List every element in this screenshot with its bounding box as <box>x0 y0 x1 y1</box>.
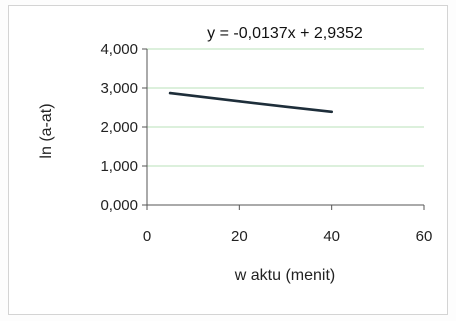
chart-container: y = -0,0137x + 2,9352 0,000 1,000 2,000 3,0… <box>8 5 448 315</box>
data-point <box>238 100 241 103</box>
x-tick-label: 40 <box>323 228 340 245</box>
data-point <box>330 110 333 113</box>
y-axis-title: ln (a-at) <box>38 103 55 158</box>
y-tick-label: 1,000 <box>100 158 138 175</box>
y-tick-label: 3,000 <box>100 80 138 97</box>
regression-equation: y = -0,0137x + 2,9352 <box>207 25 363 42</box>
data-point <box>191 94 195 98</box>
x-tick-label: 60 <box>416 228 433 245</box>
x-tick-label: 0 <box>143 228 151 245</box>
x-tick-label: 20 <box>231 228 248 245</box>
y-tick-label: 0,000 <box>100 197 138 214</box>
y-tick-label: 4,000 <box>100 41 138 58</box>
line-chart: y = -0,0137x + 2,9352 0,000 1,000 2,000 3,0… <box>38 25 433 284</box>
data-point <box>284 105 287 108</box>
x-axis-title: w aktu (menit) <box>234 267 335 284</box>
y-tick-label: 2,000 <box>100 119 138 136</box>
data-point <box>168 91 172 95</box>
